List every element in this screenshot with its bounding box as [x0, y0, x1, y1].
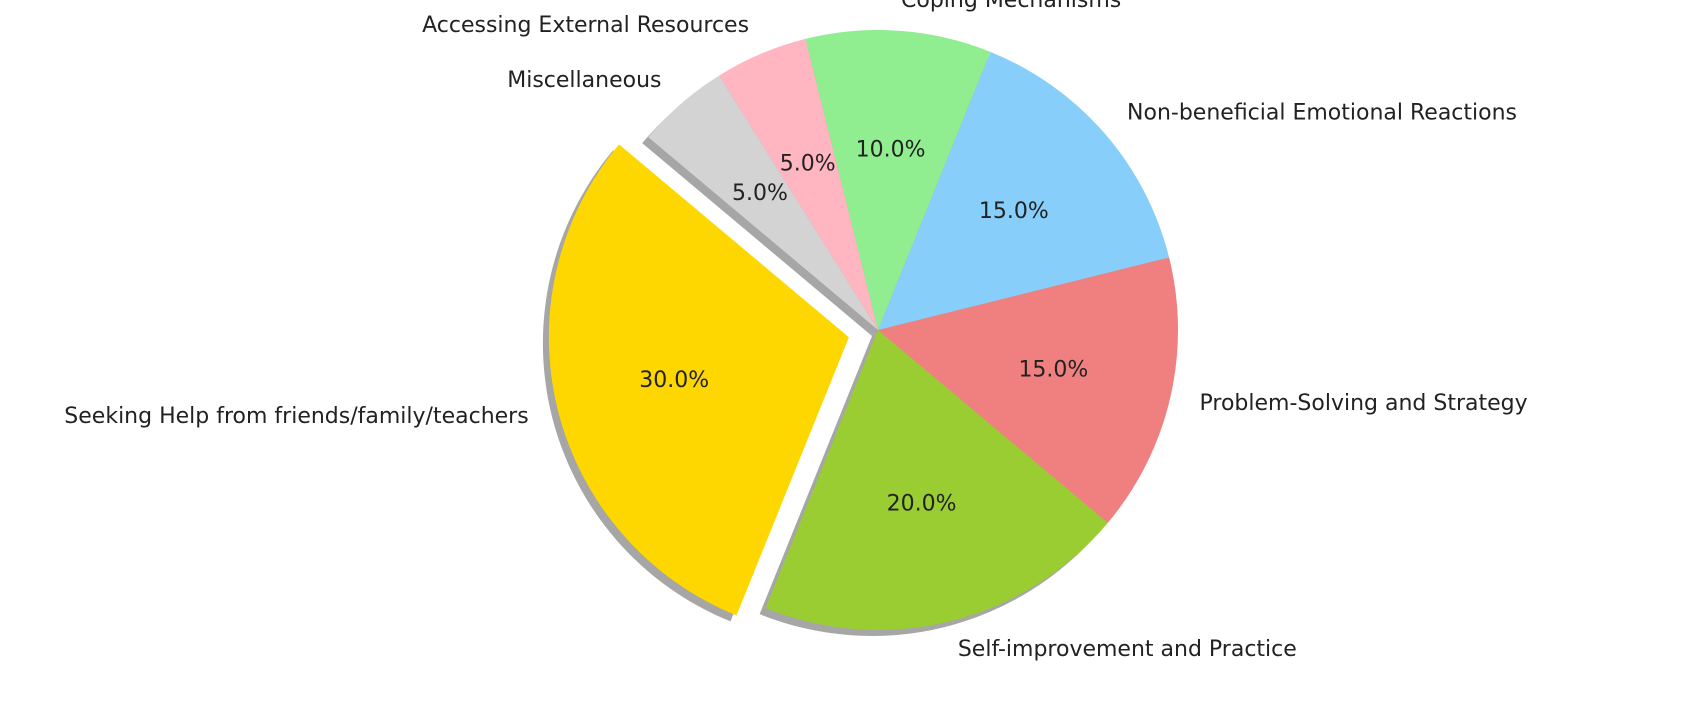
slice-label: Seeking Help from friends/family/teacher… — [64, 404, 528, 429]
slice-label: Coping Mechanisms — [901, 0, 1121, 13]
value-label: 15.0% — [979, 199, 1049, 224]
slice — [878, 51, 1170, 330]
slice — [719, 38, 878, 330]
slice-label: Problem-Solving and Strategy — [1200, 391, 1528, 416]
value-label: 15.0% — [1018, 357, 1088, 382]
value-label: 5.0% — [732, 181, 788, 206]
slice-label: Non-beneficial Emotional Reactions — [1127, 101, 1517, 126]
slice — [648, 75, 878, 330]
slice-label: Accessing External Resources — [422, 13, 749, 38]
slice — [548, 144, 849, 616]
slice-label: Self-improvement and Practice — [958, 637, 1297, 662]
slice — [878, 257, 1178, 523]
value-label: 30.0% — [639, 368, 709, 393]
slice — [765, 330, 1108, 630]
value-label: 20.0% — [887, 492, 957, 517]
value-label: 5.0% — [780, 151, 836, 176]
slice — [805, 30, 991, 331]
value-label: 10.0% — [856, 137, 926, 162]
slice-label: Miscellaneous — [507, 68, 661, 93]
